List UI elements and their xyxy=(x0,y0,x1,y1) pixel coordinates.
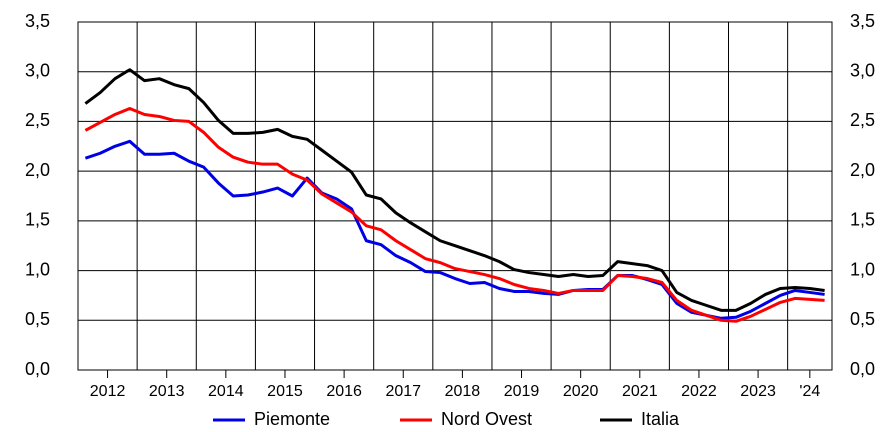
y2-tick-label: 2,5 xyxy=(850,110,875,130)
x-tick-label: 2018 xyxy=(445,383,481,400)
line-series xyxy=(84,107,825,323)
x-tick-label: 2013 xyxy=(149,383,185,400)
y2-tick-label: 3,5 xyxy=(850,11,875,31)
x-tick-label: 2017 xyxy=(385,383,421,400)
y2-tick-label: 1,0 xyxy=(850,259,875,279)
x-tick-label: 2016 xyxy=(326,383,362,400)
x-tick-label: 2019 xyxy=(504,383,540,400)
line-series xyxy=(84,68,825,312)
x-tick-label: 2014 xyxy=(208,383,244,400)
y-tick-label: 0,5 xyxy=(25,309,50,329)
y-tick-label: 2,0 xyxy=(25,160,50,180)
y2-tick-label: 3,0 xyxy=(850,60,875,80)
x-tick-label: '24 xyxy=(799,383,820,400)
x-tick-label: 2020 xyxy=(563,383,599,400)
y2-tick-label: 0,5 xyxy=(850,309,875,329)
legend-label: Nord Ovest xyxy=(441,409,532,429)
plot-frame xyxy=(77,21,833,371)
x-tick-label: 2023 xyxy=(740,383,776,400)
y2-tick-label: 2,0 xyxy=(850,160,875,180)
x-tick-label: 2015 xyxy=(267,383,303,400)
y-tick-label: 2,5 xyxy=(25,110,50,130)
legend-label: Italia xyxy=(641,409,680,429)
legend-label: Piemonte xyxy=(254,409,330,429)
y-tick-label: 1,0 xyxy=(25,259,50,279)
y2-tick-label: 1,5 xyxy=(850,210,875,230)
y-tick-label: 0,0 xyxy=(25,359,50,379)
x-tick-label: 2012 xyxy=(90,383,126,400)
x-tick-label: 2021 xyxy=(622,383,658,400)
y-tick-label: 3,0 xyxy=(25,60,50,80)
x-tick-label: 2022 xyxy=(681,383,717,400)
y2-tick-label: 0,0 xyxy=(850,359,875,379)
y-tick-label: 1,5 xyxy=(25,210,50,230)
y-tick-label: 3,5 xyxy=(25,11,50,31)
